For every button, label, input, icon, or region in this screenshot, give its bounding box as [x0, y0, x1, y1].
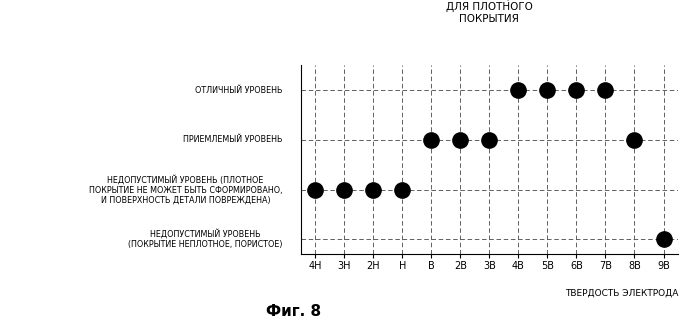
Text: НЕДОПУСТИМЫЙ УРОВЕНЬ
(ПОКРЫТИЕ НЕПЛОТНОЕ, ПОРИСТОЕ): НЕДОПУСТИМЫЙ УРОВЕНЬ (ПОКРЫТИЕ НЕПЛОТНОЕ…: [128, 229, 282, 249]
Text: ОТЛИЧНЫЙ УРОВЕНЬ: ОТЛИЧНЫЙ УРОВЕНЬ: [195, 86, 282, 95]
Text: НЕДОПУСТИМЫЙ УРОВЕНЬ (ПЛОТНОЕ
ПОКРЫТИЕ НЕ МОЖЕТ БЫТЬ СФОРМИРОВАНО,
И ПОВЕРХНОСТЬ: НЕДОПУСТИМЫЙ УРОВЕНЬ (ПЛОТНОЕ ПОКРЫТИЕ Н…: [89, 174, 282, 205]
Text: ТВЕРДОСТЬ ЭЛЕКТРОДА: ТВЕРДОСТЬ ЭЛЕКТРОДА: [565, 288, 678, 297]
Text: Фиг. 8: Фиг. 8: [266, 304, 321, 319]
Text: ПРИЕМЛЕМЫЙ УРОВЕНЬ: ПРИЕМЛЕМЫЙ УРОВЕНЬ: [182, 135, 282, 144]
Text: УРОВЕНЬ ОЦЕНКИ
ДЛЯ ПЛОТНОГО
ПОКРЫТИЯ: УРОВЕНЬ ОЦЕНКИ ДЛЯ ПЛОТНОГО ПОКРЫТИЯ: [440, 0, 538, 23]
